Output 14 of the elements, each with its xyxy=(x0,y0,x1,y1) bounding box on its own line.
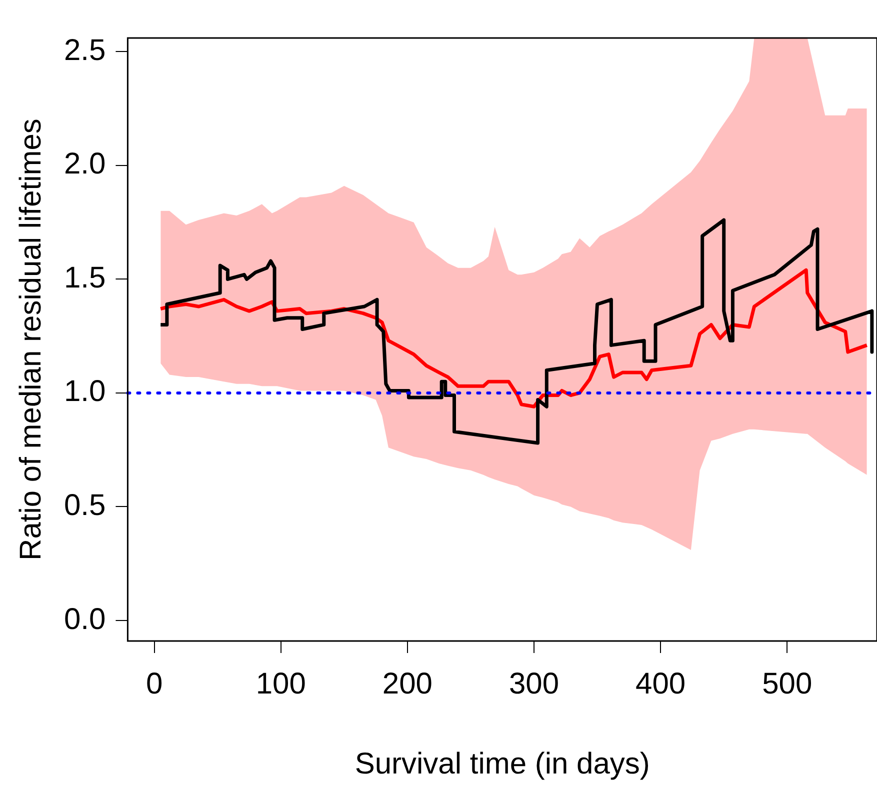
x-tick-label: 300 xyxy=(508,667,560,700)
y-axis-title: Ratio of median residual lifetimes xyxy=(14,118,48,560)
y-tick-label: 1.5 xyxy=(64,261,106,294)
y-tick-label: 1.0 xyxy=(64,375,106,408)
x-tick-label: 400 xyxy=(636,667,686,700)
x-tick-label: 0 xyxy=(146,667,163,700)
y-tick-label: 0.0 xyxy=(64,602,106,636)
x-tick-label: 100 xyxy=(256,667,306,700)
y-tick-label: 0.5 xyxy=(64,489,106,522)
x-tick-label: 200 xyxy=(382,667,432,700)
y-tick-label: 2.0 xyxy=(64,148,106,181)
y-tick-label: 2.5 xyxy=(64,34,106,67)
x-tick-label: 500 xyxy=(762,667,812,700)
x-axis-title: Survival time (in days) xyxy=(354,747,650,780)
